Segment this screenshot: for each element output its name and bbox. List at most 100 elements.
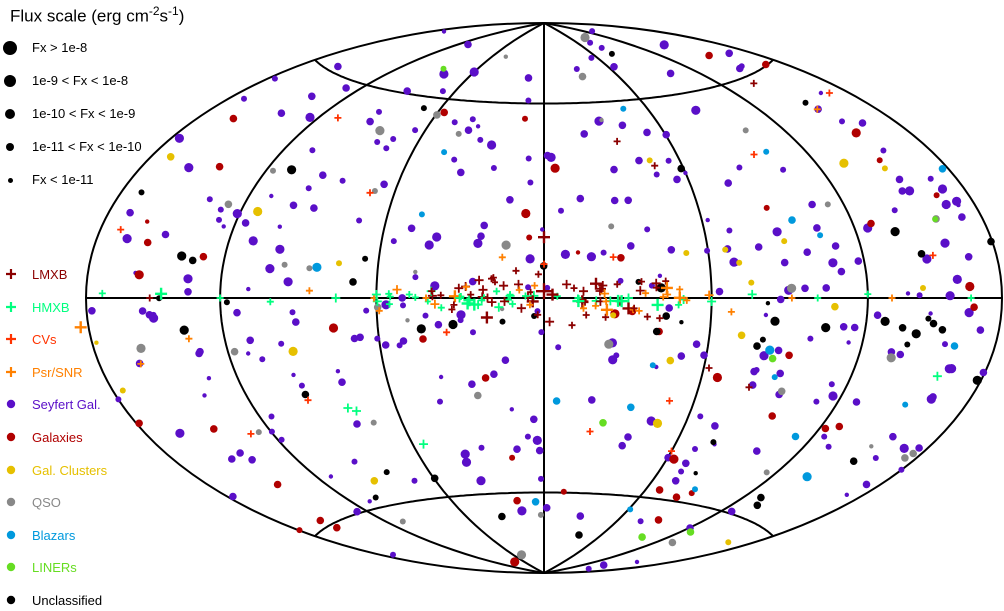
sey-point bbox=[509, 407, 514, 412]
sey-point bbox=[305, 185, 312, 192]
gal-point bbox=[762, 60, 770, 69]
circle-shape bbox=[6, 400, 16, 409]
sey-point bbox=[915, 444, 923, 452]
sey-point bbox=[538, 475, 544, 482]
sey-point bbox=[635, 156, 643, 165]
circle-shape bbox=[6, 563, 16, 572]
cv-point bbox=[304, 396, 312, 404]
qso-point bbox=[763, 469, 770, 476]
cv-point bbox=[825, 89, 833, 97]
sey-point bbox=[822, 284, 830, 292]
psr-point bbox=[664, 291, 672, 298]
sey-point bbox=[624, 196, 632, 205]
qso-point bbox=[886, 353, 896, 363]
sey-point bbox=[726, 227, 733, 234]
sey-point bbox=[308, 92, 316, 101]
unc-point bbox=[652, 327, 661, 336]
unc-point bbox=[898, 324, 907, 332]
sey-point bbox=[374, 335, 381, 342]
qso-point bbox=[580, 32, 590, 43]
gal-point bbox=[669, 454, 679, 464]
sey-point bbox=[535, 446, 544, 455]
qso-point bbox=[608, 223, 615, 230]
bla-point bbox=[765, 345, 775, 355]
bla-point bbox=[802, 472, 812, 482]
sey-point bbox=[610, 63, 618, 71]
circle-shape bbox=[6, 497, 16, 507]
qso-point bbox=[599, 117, 604, 123]
sey-point bbox=[524, 433, 531, 440]
qso-point bbox=[668, 538, 677, 547]
hmxb-point bbox=[675, 301, 683, 309]
sey-point bbox=[271, 75, 278, 82]
sey-point bbox=[475, 124, 481, 129]
clu-point bbox=[166, 153, 175, 161]
sey-point bbox=[380, 180, 388, 189]
sey-point bbox=[381, 341, 390, 349]
hmxb-point bbox=[707, 297, 717, 306]
clu-point bbox=[737, 331, 746, 340]
sey-point bbox=[922, 254, 932, 264]
sey-point bbox=[880, 147, 887, 154]
sey-point bbox=[598, 44, 605, 51]
hmxb-point bbox=[386, 293, 394, 301]
sey-point bbox=[724, 179, 732, 187]
lmxb-point bbox=[613, 280, 621, 288]
hmxb-point bbox=[437, 304, 445, 312]
lmxb-point bbox=[474, 275, 484, 285]
sey-point bbox=[753, 367, 760, 373]
lmxb-point bbox=[483, 293, 492, 303]
bla-point bbox=[627, 506, 634, 513]
psr-point bbox=[185, 335, 193, 343]
hmxb-point bbox=[155, 287, 168, 300]
plus-marker-icon bbox=[6, 301, 16, 312]
qso-point bbox=[433, 111, 441, 119]
sey-point bbox=[697, 413, 704, 420]
sey-point bbox=[460, 449, 470, 459]
lmxb-point bbox=[499, 281, 509, 291]
qso-point bbox=[516, 550, 527, 560]
sey-point bbox=[310, 204, 318, 212]
circle-marker-icon bbox=[6, 595, 16, 605]
sey-point bbox=[527, 179, 534, 186]
gal-point bbox=[210, 425, 218, 433]
sey-point bbox=[586, 252, 597, 262]
cv-point bbox=[609, 253, 617, 261]
sey-point bbox=[265, 264, 275, 274]
lmxb-point bbox=[590, 277, 602, 290]
clu-point bbox=[722, 246, 729, 253]
cv-point bbox=[750, 151, 758, 158]
lmxb-point bbox=[582, 311, 590, 319]
lmxb-point bbox=[651, 162, 659, 170]
sey-point bbox=[727, 507, 736, 516]
lmxb-point bbox=[146, 294, 154, 302]
sey-point bbox=[196, 347, 204, 356]
sey-point bbox=[525, 155, 532, 162]
sey-point bbox=[692, 340, 701, 349]
sey-point bbox=[952, 274, 962, 284]
psr-point bbox=[888, 294, 896, 302]
sey-point bbox=[353, 420, 361, 428]
sey-point bbox=[898, 187, 907, 195]
gal-point bbox=[560, 488, 567, 495]
sey-point bbox=[754, 243, 763, 251]
sey-point bbox=[683, 170, 688, 176]
unc-point bbox=[911, 329, 921, 339]
clu-point bbox=[748, 279, 755, 286]
gal-point bbox=[229, 114, 238, 123]
sey-point bbox=[275, 244, 285, 254]
sey-point bbox=[411, 477, 418, 484]
sey-point bbox=[538, 329, 545, 336]
unc-point bbox=[138, 189, 145, 196]
sey-point bbox=[174, 133, 184, 143]
qso-point bbox=[224, 200, 233, 209]
sey-point bbox=[736, 64, 744, 73]
bla-point bbox=[441, 149, 448, 156]
sey-point bbox=[161, 230, 170, 239]
unc-point bbox=[880, 316, 890, 326]
sey-point bbox=[844, 492, 849, 497]
sey-point bbox=[363, 307, 370, 314]
gal-point bbox=[970, 303, 978, 312]
gal-point bbox=[440, 108, 449, 117]
qso-point bbox=[742, 127, 749, 134]
